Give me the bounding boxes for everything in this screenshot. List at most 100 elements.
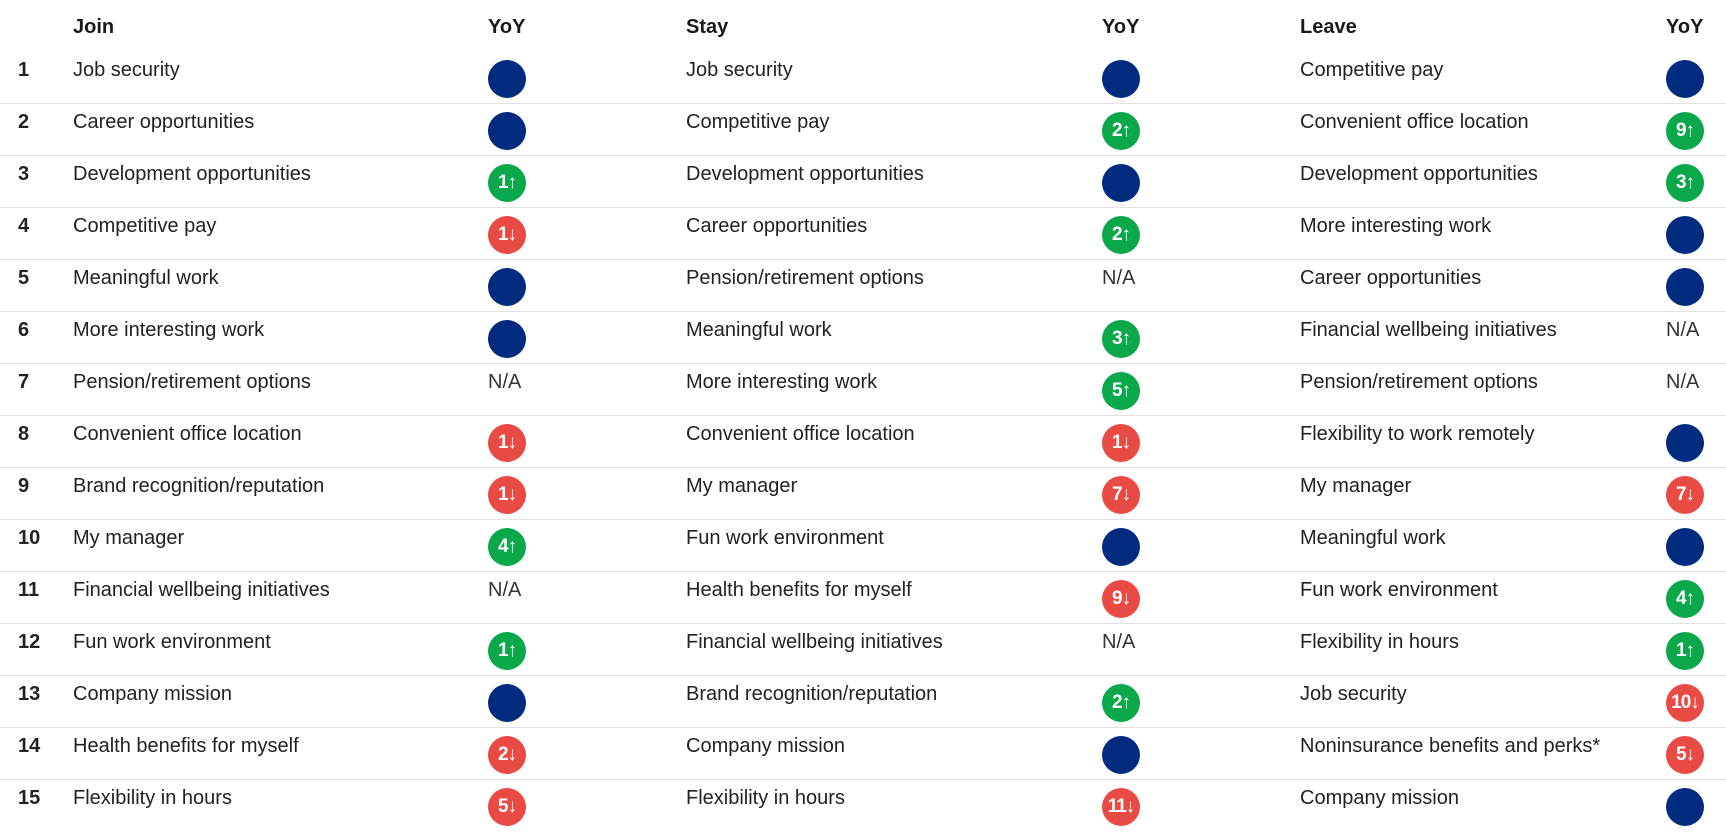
leave-factor: Competitive pay (1300, 59, 1444, 81)
join-factor: Flexibility in hours (73, 787, 232, 809)
table-row: 10 My manager Fun work environment Meaningf… (0, 520, 1726, 572)
stay-factor: My manager (686, 475, 798, 497)
join-factor: Financial wellbeing initiatives (73, 579, 330, 601)
join-yoy-na: N/A (488, 371, 522, 393)
stay-yoy-badge-unchanged (1102, 528, 1140, 566)
rank-number: 15 (18, 787, 41, 809)
table-row: 15 Flexibility in hours Flexibility in hou… (0, 780, 1726, 832)
leave-factor: More interesting work (1300, 215, 1492, 237)
stay-yoy-badge-down: 11↓ (1102, 788, 1140, 826)
leave-factor: Flexibility in hours (1300, 631, 1459, 653)
leave-yoy-badge-down: 10↓ (1666, 684, 1704, 722)
rank-number: 1 (18, 59, 30, 81)
table-row: 1 Job security Job security Competitive pay (0, 52, 1726, 104)
stay-yoy-badge-unchanged (1102, 60, 1140, 98)
table-body: 1 Job security Job security Competitive pay… (0, 52, 1726, 832)
stay-yoy-badge-up: 2↑ (1102, 684, 1140, 722)
leave-yoy-badge-unchanged (1666, 216, 1704, 254)
stay-factor: Flexibility in hours (686, 787, 845, 809)
rank-number: 2 (18, 111, 30, 133)
join-yoy-badge-unchanged (488, 112, 526, 150)
stay-yoy-badge-down: 9↓ (1102, 580, 1140, 618)
stay-factor: Career opportunities (686, 215, 868, 237)
stay-factor: Fun work environment (686, 527, 884, 549)
leave-yoy-badge-unchanged (1666, 788, 1704, 826)
join-yoy-badge-unchanged (488, 60, 526, 98)
rank-number: 8 (18, 423, 30, 445)
stay-yoy-badge-down: 7↓ (1102, 476, 1140, 514)
leave-factor: Flexibility to work remotely (1300, 423, 1535, 445)
stay-factor: Convenient office location (686, 423, 915, 445)
join-factor: Job security (73, 59, 180, 81)
table-row: 3 Development opportunities Development op… (0, 156, 1726, 208)
stay-factor: More interesting work (686, 371, 878, 393)
leave-yoy-na: N/A (1666, 319, 1700, 341)
stay-yoy-badge-up: 2↑ (1102, 112, 1140, 150)
leave-yoy-badge-up: 4↑ (1666, 580, 1704, 618)
header-join: Join (73, 16, 115, 38)
stay-yoy-badge-down: 1↓ (1102, 424, 1140, 462)
rank-number: 14 (18, 735, 41, 757)
leave-factor: My manager (1300, 475, 1412, 497)
table-row: 12 Fun work environment Financial wellbein… (0, 624, 1726, 676)
stay-factor: Job security (686, 59, 793, 81)
leave-factor: Fun work environment (1300, 579, 1498, 601)
join-factor: Convenient office location (73, 423, 302, 445)
leave-factor: Noninsurance benefits and perks* (1300, 735, 1601, 757)
stay-yoy-badge-unchanged (1102, 736, 1140, 774)
stay-yoy-na: N/A (1102, 267, 1136, 289)
stay-yoy-na: N/A (1102, 631, 1136, 653)
leave-factor: Pension/retirement options (1300, 371, 1538, 393)
join-yoy-badge-down: 1↓ (488, 424, 526, 462)
join-yoy-badge-up: 1↑ (488, 632, 526, 670)
rank-number: 5 (18, 267, 30, 289)
leave-yoy-badge-down: 5↓ (1666, 736, 1704, 774)
table-row: 5 Meaningful work Pension/retirement optio… (0, 260, 1726, 312)
join-factor: Career opportunities (73, 111, 255, 133)
table-row: 6 More interesting work Meaningful work Fin… (0, 312, 1726, 364)
leave-factor: Financial wellbeing initiatives (1300, 319, 1557, 341)
stay-factor: Brand recognition/reputation (686, 683, 938, 705)
stay-yoy-badge-unchanged (1102, 164, 1140, 202)
rank-number: 10 (18, 527, 41, 549)
join-factor: Competitive pay (73, 215, 217, 237)
header-leave-yoy: YoY (1666, 16, 1704, 38)
table-row: 14 Health benefits for myself Company miss… (0, 728, 1726, 780)
table-row: 4 Competitive pay Career opportunities More… (0, 208, 1726, 260)
leave-factor: Company mission (1300, 787, 1459, 809)
leave-yoy-badge-unchanged (1666, 60, 1704, 98)
join-yoy-badge-unchanged (488, 268, 526, 306)
join-factor: Brand recognition/reputation (73, 475, 325, 497)
stay-yoy-badge-up: 2↑ (1102, 216, 1140, 254)
join-yoy-badge-up: 1↑ (488, 164, 526, 202)
join-yoy-badge-unchanged (488, 684, 526, 722)
leave-factor: Job security (1300, 683, 1407, 705)
header-stay-yoy: YoY (1102, 16, 1140, 38)
join-yoy-badge-down: 1↓ (488, 216, 526, 254)
leave-yoy-na: N/A (1666, 371, 1700, 393)
stay-factor: Competitive pay (686, 111, 830, 133)
table-row: 13 Company mission Brand recognition/reput… (0, 676, 1726, 728)
leave-yoy-badge-up: 1↑ (1666, 632, 1704, 670)
join-factor: Meaningful work (73, 267, 219, 289)
stay-factor: Health benefits for myself (686, 579, 912, 601)
leave-factor: Convenient office location (1300, 111, 1529, 133)
join-yoy-badge-down: 2↓ (488, 736, 526, 774)
join-factor: Health benefits for myself (73, 735, 299, 757)
stay-yoy-badge-up: 5↑ (1102, 372, 1140, 410)
table-row: 2 Career opportunities Competitive pay Conv… (0, 104, 1726, 156)
leave-yoy-badge-unchanged (1666, 528, 1704, 566)
join-yoy-badge-down: 5↓ (488, 788, 526, 826)
join-yoy-badge-up: 4↑ (488, 528, 526, 566)
header-leave: Leave (1300, 16, 1357, 38)
leave-yoy-badge-unchanged (1666, 424, 1704, 462)
join-yoy-badge-down: 1↓ (488, 476, 526, 514)
join-yoy-na: N/A (488, 579, 522, 601)
rank-number: 13 (18, 683, 41, 705)
stay-yoy-badge-up: 3↑ (1102, 320, 1140, 358)
table-row: 7 Pension/retirement options More interest… (0, 364, 1726, 416)
leave-factor: Meaningful work (1300, 527, 1446, 549)
rank-number: 7 (18, 371, 30, 393)
join-factor: My manager (73, 527, 185, 549)
leave-yoy-badge-up: 9↑ (1666, 112, 1704, 150)
